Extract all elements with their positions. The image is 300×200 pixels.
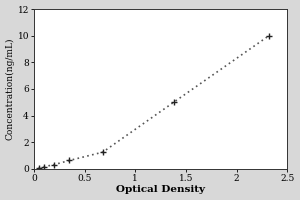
Y-axis label: Concentration(ng/mL): Concentration(ng/mL)	[6, 38, 15, 140]
X-axis label: Optical Density: Optical Density	[116, 185, 205, 194]
